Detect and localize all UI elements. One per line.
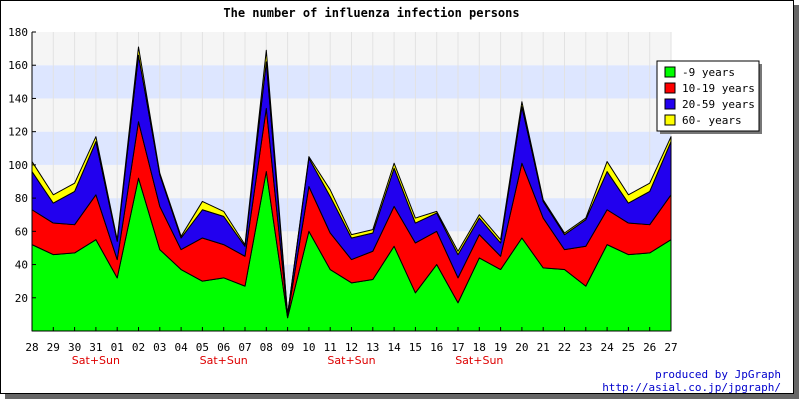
weekend-label: Sat+Sun: [327, 354, 375, 367]
y-tick-label: 80: [15, 192, 28, 205]
legend-swatch: [664, 98, 676, 110]
chart-title: The number of influenza infection person…: [223, 6, 519, 20]
y-tick-label: 60: [15, 225, 28, 238]
x-tick-label: 26: [643, 341, 656, 354]
chart-svg: The number of influenza infection person…: [8, 6, 762, 367]
legend-label: 10-19 years: [682, 82, 755, 95]
x-tick-label: 04: [174, 341, 188, 354]
x-tick-label: 18: [473, 341, 486, 354]
area-series: [31, 46, 672, 315]
x-tick-label: 13: [366, 341, 379, 354]
x-tick-label: 15: [409, 341, 422, 354]
x-tick-label: 03: [153, 341, 166, 354]
x-tick-label: 20: [515, 341, 528, 354]
credit-url[interactable]: http://asial.co.jp/jpgraph/: [602, 381, 781, 394]
y-tick-label: 100: [8, 159, 28, 172]
legend-label: -9 years: [682, 66, 735, 79]
x-tick-label: 01: [111, 341, 124, 354]
credit-text: produced by JpGraph: [655, 368, 781, 381]
x-tick-label: 17: [451, 341, 464, 354]
x-tick-label: 31: [89, 341, 102, 354]
y-tick-label: 20: [15, 292, 28, 305]
x-tick-label: 27: [664, 341, 677, 354]
x-tick-label: 10: [302, 341, 315, 354]
x-tick-label: 11: [324, 341, 337, 354]
x-tick-label: 19: [494, 341, 507, 354]
y-tick-label: 180: [8, 26, 28, 39]
x-tick-label: 06: [217, 341, 230, 354]
x-tick-label: 07: [238, 341, 251, 354]
x-tick-label: 08: [260, 341, 273, 354]
y-tick-label: 160: [8, 59, 28, 72]
weekend-label: Sat+Sun: [455, 354, 503, 367]
legend-swatch: [664, 66, 676, 78]
x-tick-label: 24: [600, 341, 614, 354]
x-tick-label: 21: [537, 341, 550, 354]
x-tick-label: 22: [558, 341, 571, 354]
x-tick-label: 29: [47, 341, 60, 354]
x-tick-label: 05: [196, 341, 209, 354]
weekend-label: Sat+Sun: [200, 354, 248, 367]
x-tick-label: 02: [132, 341, 145, 354]
x-tick-label: 14: [387, 341, 401, 354]
legend-label: 20-59 years: [682, 98, 755, 111]
x-tick-label: 16: [430, 341, 443, 354]
y-tick-label: 140: [8, 92, 28, 105]
x-tick-label: 28: [25, 341, 38, 354]
x-tick-label: 25: [622, 341, 635, 354]
legend-swatch: [664, 114, 676, 126]
y-tick-label: 40: [15, 259, 28, 272]
x-tick-label: 12: [345, 341, 358, 354]
legend-swatch: [664, 82, 676, 94]
chart-frame: The number of influenza infection person…: [0, 0, 794, 394]
x-tick-label: 23: [579, 341, 592, 354]
x-tick-label: 09: [281, 341, 294, 354]
y-tick-label: 120: [8, 126, 28, 139]
weekend-label: Sat+Sun: [72, 354, 120, 367]
x-tick-label: 30: [68, 341, 81, 354]
legend-label: 60- years: [682, 114, 742, 127]
